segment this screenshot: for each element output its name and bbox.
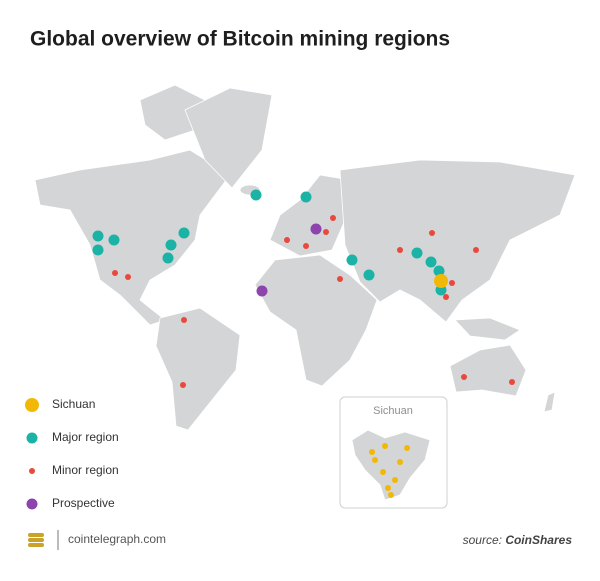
- sichuan-site: [404, 445, 410, 451]
- legend-label: Prospective: [52, 496, 115, 510]
- africa: [254, 254, 378, 387]
- major-marker: [92, 230, 104, 242]
- brand: cointelegraph.com: [68, 532, 166, 546]
- legend-label: Minor region: [52, 463, 119, 477]
- major-marker: [250, 189, 262, 201]
- southeast-islands: [454, 317, 521, 341]
- major-marker: [363, 269, 375, 281]
- minor-marker: [473, 247, 479, 253]
- major-marker: [425, 256, 437, 268]
- minor-marker: [284, 237, 290, 243]
- major-marker: [108, 234, 120, 246]
- sichuan-site: [372, 457, 378, 463]
- sichuan-shape: [351, 429, 431, 501]
- legend-swatch: [25, 398, 39, 412]
- legend-swatch: [26, 498, 38, 510]
- legend-label: Sichuan: [52, 397, 95, 411]
- minor-marker: [461, 374, 467, 380]
- sichuan-site: [397, 459, 403, 465]
- major-marker: [300, 191, 312, 203]
- minor-marker: [125, 274, 131, 280]
- australia: [449, 344, 527, 397]
- minor-marker: [323, 229, 329, 235]
- minor-marker: [337, 276, 343, 282]
- major-marker: [92, 244, 104, 256]
- legend-label: Major region: [52, 430, 119, 444]
- minor-marker: [303, 243, 309, 249]
- minor-marker: [429, 230, 435, 236]
- major-marker: [178, 227, 190, 239]
- north-america: [34, 149, 231, 326]
- source-prefix: source:: [463, 533, 502, 547]
- legend-swatch: [29, 468, 35, 474]
- sichuan-site: [385, 485, 391, 491]
- minor-marker: [397, 247, 403, 253]
- inset-title: Sichuan: [373, 405, 413, 417]
- greenland: [184, 87, 273, 189]
- sichuan-site: [380, 469, 386, 475]
- major-marker: [411, 247, 423, 259]
- logo: [28, 530, 59, 550]
- inset: Sichuan: [339, 396, 448, 509]
- minor-marker: [449, 280, 455, 286]
- legend: Sichuan Major region Minor region Prospecti…: [25, 397, 119, 510]
- major-marker: [162, 252, 174, 264]
- minor-marker: [180, 382, 186, 388]
- major-marker: [433, 265, 445, 277]
- prospective-marker: [256, 285, 268, 297]
- source-name: CoinShares: [505, 533, 572, 547]
- sichuan-site: [369, 449, 375, 455]
- prospective-marker: [310, 223, 322, 235]
- sichuan-site: [382, 443, 388, 449]
- asia: [339, 159, 576, 323]
- title: Global overview of Bitcoin mining region…: [30, 28, 450, 51]
- sichuan-marker: [434, 274, 448, 288]
- sichuan-site: [392, 477, 398, 483]
- sichuan-site: [388, 492, 394, 498]
- major-marker: [165, 239, 177, 251]
- map-markers: [92, 189, 515, 388]
- minor-marker: [509, 379, 515, 385]
- legend-swatch: [26, 432, 38, 444]
- new-zealand: [543, 391, 556, 413]
- south-america: [155, 307, 241, 431]
- minor-marker: [112, 270, 118, 276]
- minor-marker: [181, 317, 187, 323]
- world-map: [34, 84, 576, 431]
- major-marker: [346, 254, 358, 266]
- source: source: CoinShares: [463, 533, 573, 547]
- minor-marker: [330, 215, 336, 221]
- minor-marker: [443, 294, 449, 300]
- inset-markers: [369, 443, 410, 498]
